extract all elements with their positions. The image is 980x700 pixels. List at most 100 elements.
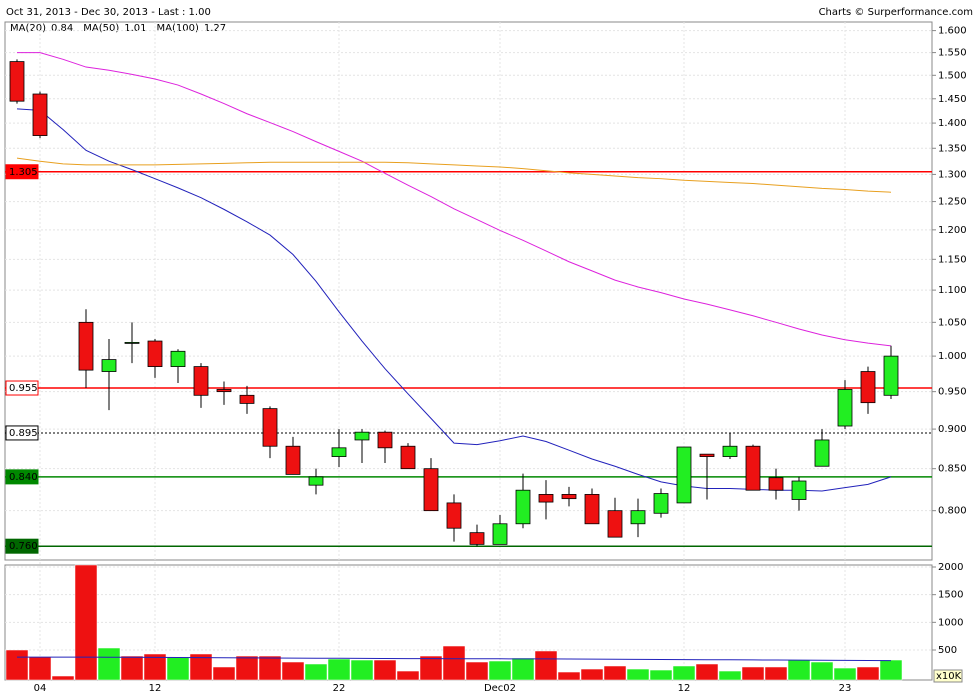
candle-body xyxy=(814,439,830,467)
level-label: 0.895 xyxy=(9,428,38,439)
y-tick-label: 1.000 xyxy=(938,351,967,362)
volume-bar xyxy=(28,656,52,681)
volume-bar xyxy=(695,663,719,681)
volume-bar xyxy=(787,659,811,681)
volume-bar xyxy=(5,649,29,681)
y-tick-label: 1.200 xyxy=(938,225,967,236)
level-label: 1.305 xyxy=(9,167,38,178)
y-tick-label: 0.950 xyxy=(938,387,967,398)
volume-bar xyxy=(304,663,328,681)
level-label-box xyxy=(5,164,39,180)
candle-body xyxy=(308,476,324,486)
level-label-box xyxy=(5,538,39,554)
volume-bar xyxy=(557,671,581,681)
volume-bar xyxy=(626,668,650,681)
volume-bar xyxy=(741,666,765,681)
volume-bar xyxy=(764,666,788,681)
price-panel xyxy=(4,21,933,561)
legend-label: MA(20) xyxy=(10,23,46,34)
x-tick-label: 23 xyxy=(839,683,852,694)
y-tick-label: 0.850 xyxy=(938,464,967,475)
volume-bar xyxy=(327,658,351,681)
candle-body xyxy=(515,489,531,525)
volume-bar xyxy=(465,661,489,681)
legend-value: 1.27 xyxy=(204,23,226,34)
volume-bar xyxy=(718,670,742,681)
legend-label: MA(50) xyxy=(83,23,119,34)
candle-body xyxy=(9,61,25,102)
volume-bar xyxy=(603,665,627,681)
candle-body xyxy=(32,93,48,136)
unit-box xyxy=(933,669,963,683)
x-tick-label: 22 xyxy=(333,683,346,694)
source: Charts © Surperformance.com xyxy=(819,7,973,18)
level-label: 0.955 xyxy=(9,383,38,394)
x-tick-label: Dec02 xyxy=(484,683,516,694)
legend-value: 1.01 xyxy=(124,23,146,34)
candle-body xyxy=(492,523,508,545)
volume-bar xyxy=(281,661,305,681)
y-tick-label: 1.400 xyxy=(938,118,967,129)
volume-bar xyxy=(672,665,696,681)
volume-bar xyxy=(396,670,420,681)
candle-body xyxy=(147,340,163,367)
legend: MA(20) 0.84 MA(50) 1.01 MA(100) 1.27 xyxy=(10,23,226,34)
candle-body xyxy=(400,445,416,470)
x-tick-label: 12 xyxy=(678,683,691,694)
candle-body xyxy=(101,359,117,372)
level-label: 0.760 xyxy=(9,541,38,552)
candle-body xyxy=(170,350,186,367)
y-tick-label: 1.350 xyxy=(938,143,967,154)
candle-body xyxy=(699,453,715,457)
volume-ma-line xyxy=(17,656,892,662)
volume-bar xyxy=(97,647,121,681)
volume-bar xyxy=(74,564,98,681)
candle-body xyxy=(239,394,255,404)
volume-bar xyxy=(120,655,144,681)
candle-body xyxy=(262,408,278,447)
volume-bar xyxy=(373,659,397,681)
candle-body xyxy=(607,510,623,538)
level-label: 0.840 xyxy=(9,472,38,483)
candle-body xyxy=(331,447,347,457)
candle-body xyxy=(446,502,462,529)
candle-body xyxy=(377,431,393,449)
volume-bar xyxy=(143,653,167,681)
y-tick-label: 1.250 xyxy=(938,197,967,208)
volume-bar xyxy=(442,645,466,681)
y-unit-label: x10K xyxy=(936,671,962,682)
y-tick-label: 1.150 xyxy=(938,254,967,265)
candle-body xyxy=(584,494,600,525)
candle-body xyxy=(538,494,554,503)
volume-bar xyxy=(649,669,673,681)
y-tick-label: 1.300 xyxy=(938,169,967,180)
volume-bar xyxy=(51,675,75,681)
x-tick-label: 12 xyxy=(149,683,162,694)
candle-body xyxy=(124,342,140,344)
volume-bar xyxy=(189,653,213,681)
ma-line xyxy=(16,157,892,193)
legend-value: 0.84 xyxy=(51,23,73,34)
candle-body xyxy=(561,494,577,500)
candle-body xyxy=(883,355,899,396)
candle-body xyxy=(423,468,439,512)
y-tick-label: 1.500 xyxy=(938,70,967,81)
y-tick-label: 1.050 xyxy=(938,317,967,328)
y-tick-label: 1.450 xyxy=(938,94,967,105)
candle-body xyxy=(791,480,807,500)
candle-body xyxy=(285,445,301,475)
y-tick-label: 0.800 xyxy=(938,506,967,517)
candle-body xyxy=(722,445,738,457)
candle-body xyxy=(78,321,94,371)
y-tick-label: 1000 xyxy=(938,617,963,628)
y-tick-label: 1.550 xyxy=(938,48,967,59)
ma-line xyxy=(16,108,892,492)
volume-bar xyxy=(235,655,259,681)
candle-body xyxy=(216,389,232,393)
volume-bar xyxy=(810,661,834,681)
candle-body xyxy=(860,371,876,404)
candle-body xyxy=(630,510,646,525)
y-tick-label: 500 xyxy=(938,645,957,656)
